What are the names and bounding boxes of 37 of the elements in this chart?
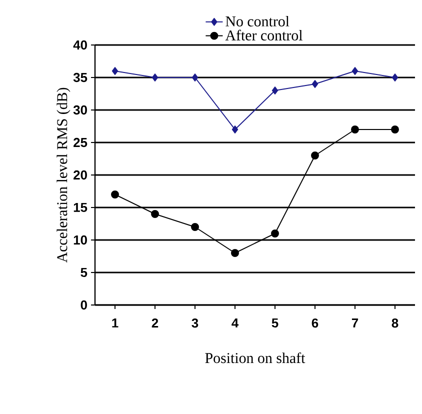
x-tick-label: 6 [312, 318, 318, 328]
y-tick-label: 20 [74, 170, 87, 180]
legend-label: After control [225, 30, 302, 40]
point [392, 74, 398, 82]
x-tick-label: 3 [192, 318, 198, 328]
point [192, 74, 198, 82]
point [152, 74, 158, 82]
point [311, 152, 319, 160]
x-tick-label: 5 [272, 318, 278, 328]
y-tick-label: 30 [73, 105, 87, 115]
point [352, 67, 358, 75]
y-tick-label: 5 [80, 268, 88, 278]
y-tick-label: 0 [80, 300, 87, 310]
point [231, 249, 239, 257]
x-tick-label: 2 [152, 318, 158, 328]
x-axis-title: Position on shaft [205, 352, 306, 364]
point [191, 223, 199, 231]
legend-label: No control [226, 16, 290, 26]
y-tick-label: 15 [74, 202, 88, 212]
point [232, 126, 238, 134]
point [151, 210, 159, 218]
point [271, 230, 279, 238]
y-tick-label: 35 [73, 72, 88, 82]
y-tick-label: 40 [73, 40, 87, 50]
x-tick-label: 7 [352, 318, 358, 328]
x-tick-label: 1 [112, 318, 118, 328]
point [111, 190, 119, 198]
point [351, 126, 359, 134]
point [391, 126, 399, 134]
point [112, 67, 118, 75]
y-tick-label: 10 [74, 235, 87, 245]
point [272, 86, 278, 94]
y-tick-label: 25 [74, 138, 88, 148]
x-tick-label: 4 [232, 318, 239, 328]
y-axis-title: Acceleration level RMS (dB) [56, 88, 70, 263]
x-tick-label: 8 [392, 318, 398, 328]
point [312, 80, 318, 88]
